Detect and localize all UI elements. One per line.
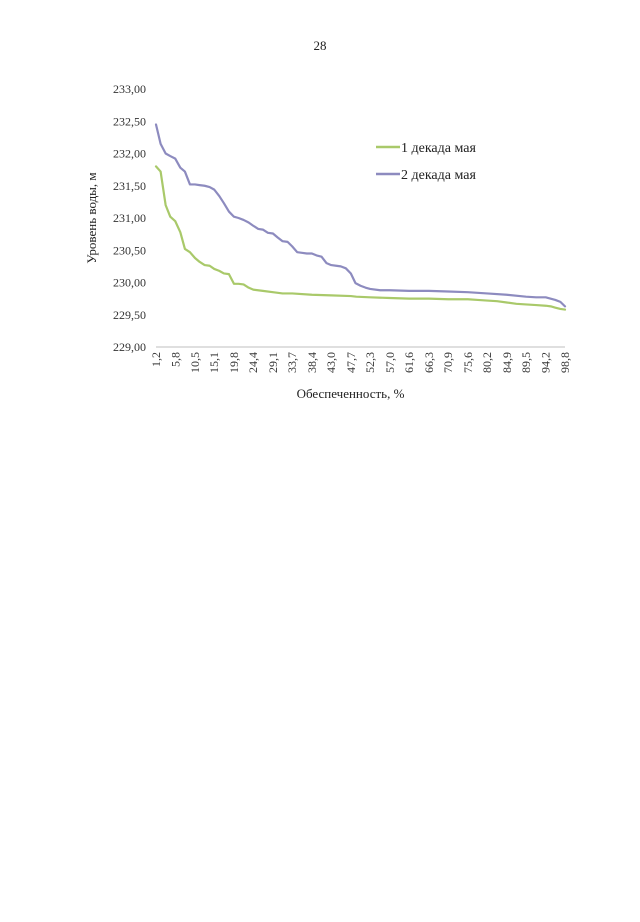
x-tick-label: 1,2 [149, 352, 163, 367]
series-line-2 [154, 123, 567, 308]
x-tick-label: 19,8 [227, 352, 241, 373]
x-tick-label: 52,3 [363, 352, 377, 373]
x-tick-label: 89,5 [519, 352, 533, 373]
y-tick-label: 230,00 [113, 276, 146, 290]
x-tick-label: 75,6 [461, 352, 475, 373]
y-tick-label: 229,00 [113, 340, 146, 354]
x-tick-label: 66,3 [422, 352, 436, 373]
x-tick-label: 84,9 [500, 352, 514, 373]
x-tick-label: 10,5 [188, 352, 202, 373]
series-line-1 [154, 165, 567, 311]
page-number: 28 [313, 38, 327, 53]
x-tick-label: 29,1 [266, 352, 280, 373]
y-tick-label: 233,00 [113, 82, 146, 96]
x-tick-label: 15,1 [207, 352, 221, 373]
x-axis-title: Обеспеченность, % [297, 386, 405, 401]
y-axis-ticks: 229,00 229,50 230,00 230,50 231,00 231,50 232,… [113, 82, 146, 354]
y-tick-label: 231,50 [113, 179, 146, 193]
y-tick-label: 232,50 [113, 114, 146, 128]
y-axis-title: Уровень воды, м [84, 172, 99, 263]
y-tick-label: 229,50 [113, 308, 146, 322]
x-tick-label: 61,6 [402, 352, 416, 373]
x-tick-label: 98,8 [558, 352, 572, 373]
x-tick-label: 80,2 [480, 352, 494, 373]
x-tick-label: 94,2 [539, 352, 553, 373]
x-tick-label: 38,4 [305, 352, 319, 373]
legend-label-1: 1 декада мая [401, 141, 476, 156]
x-tick-label: 57,0 [383, 352, 397, 373]
legend-label-2: 2 декада мая [401, 168, 476, 183]
y-tick-label: 232,00 [113, 147, 146, 161]
x-tick-label: 43,0 [324, 352, 338, 373]
x-tick-label: 5,8 [168, 352, 182, 367]
x-tick-label: 70,9 [441, 352, 455, 373]
legend: 1 декада мая 2 декада мая [376, 141, 476, 183]
y-tick-label: 231,00 [113, 211, 146, 225]
x-tick-label: 24,4 [246, 352, 260, 373]
x-axis-ticks: 1,2 5,8 10,5 15,1 19,8 24,4 29,1 33,7 38,4 43,0 47… [149, 352, 572, 373]
y-tick-label: 230,50 [113, 243, 146, 257]
x-tick-label: 33,7 [285, 352, 299, 373]
plot-area [154, 123, 567, 311]
x-tick-label: 47,7 [344, 352, 358, 373]
